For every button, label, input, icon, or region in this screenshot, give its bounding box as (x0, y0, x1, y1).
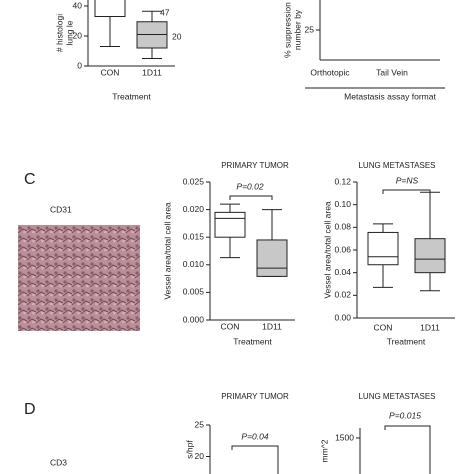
significance-bracket (231, 445, 279, 474)
chart-title: PRIMARY TUMOR (221, 392, 289, 401)
y-axis-label: lung le (64, 20, 74, 45)
box (256, 239, 288, 277)
y-axis-label: mm^2 (319, 439, 329, 462)
chart: 20 25 PRIMARY TUMOR s/hpf P=0.04 (184, 392, 289, 474)
count-label: 20 (172, 31, 182, 41)
box (414, 238, 446, 274)
y-axis-label: number by (292, 9, 302, 50)
count-label: 47 (160, 7, 170, 17)
chart: 25 % suppression number by Orthotopic Tail V… (282, 0, 445, 101)
micrograph (18, 225, 140, 331)
y-tick-label: 0.005 (183, 287, 205, 297)
y-tick-label: 0.00 (334, 312, 351, 322)
y-tick-label: 0.06 (334, 244, 351, 254)
box (367, 231, 399, 266)
y-tick-label: 40 (73, 0, 83, 10)
chart-title: PRIMARY TUMOR (221, 161, 289, 170)
y-tick-label: 0.025 (183, 176, 205, 186)
y-axis-label: # histologi (54, 14, 64, 52)
x-axis-label: Treatment (112, 91, 151, 101)
y-axis-label: Vessel area/total cell area (162, 202, 172, 300)
box (214, 211, 246, 238)
p-value: P=0.015 (389, 410, 421, 420)
y-axis-label: Vessel area/total cell area (322, 201, 332, 299)
panel-label: D (24, 401, 36, 418)
significance-bracket (229, 195, 273, 200)
stain-label: CD3 (50, 457, 67, 467)
y-tick-label: 0.10 (334, 199, 351, 209)
x-tick-label: CON (221, 321, 240, 331)
y-tick-label: 0.04 (334, 267, 351, 277)
chart: 1500 LUNG METASTASES mm^2 P=0.015 (319, 392, 436, 474)
p-value: P=0.04 (241, 431, 268, 441)
y-axis-label: % suppression (282, 2, 292, 58)
x-tick-label: CON (374, 322, 393, 332)
y-tick-label: 0.02 (334, 290, 351, 300)
chart-title: LUNG METASTASES (358, 392, 435, 401)
y-tick-label: 0.015 (183, 231, 205, 241)
y-tick-label: 1500 (335, 432, 354, 442)
y-tick-label: 0.000 (183, 314, 205, 324)
y-tick-label: 20 (73, 30, 83, 40)
x-tick-label: 1D11 (420, 322, 440, 332)
chart: 0.00 0.02 0.04 0.06 0.08 0.10 0.12 LUNG METASTA… (322, 161, 455, 346)
chart: 0 20 40 # histologi lung le CON 1D11 Treatment 4… (54, 0, 182, 101)
y-tick-label: 25 (195, 419, 205, 429)
x-tick-label: CON (101, 67, 120, 77)
x-tick-label: 1D11 (142, 67, 162, 77)
chart-title: LUNG METASTASES (358, 161, 435, 170)
boxes (94, 0, 168, 59)
x-axis-label: Treatment (387, 336, 426, 346)
p-value: P=NS (396, 175, 419, 185)
boxes (214, 203, 288, 277)
y-tick-label: 0.12 (334, 176, 351, 186)
chart: 0.000 0.005 0.010 0.015 0.020 0.025 PRIMARY TU… (162, 161, 295, 346)
x-tick-label: 1D11 (262, 321, 282, 331)
y-axis-label: s/hpf (184, 440, 194, 459)
boxes (367, 191, 446, 292)
x-tick-label: Orthotopic (310, 67, 350, 77)
p-value: P=0.02 (236, 181, 263, 191)
y-tick-label: 0.08 (334, 222, 351, 232)
y-tick-label: 25 (305, 24, 315, 34)
y-tick-label: 0.010 (183, 259, 205, 269)
x-tick-label: Tail Vein (376, 67, 408, 77)
box (94, 0, 126, 17)
y-tick-label: 20 (195, 451, 205, 461)
significance-bracket (384, 425, 431, 474)
y-tick-label: 0.020 (183, 204, 205, 214)
panel-label: C (24, 171, 36, 188)
stain-label: CD31 (50, 204, 72, 214)
x-axis-label: Treatment (233, 336, 272, 346)
x-axis-label: Metastasis assay format (344, 91, 436, 101)
y-tick-label: 0 (77, 60, 82, 70)
